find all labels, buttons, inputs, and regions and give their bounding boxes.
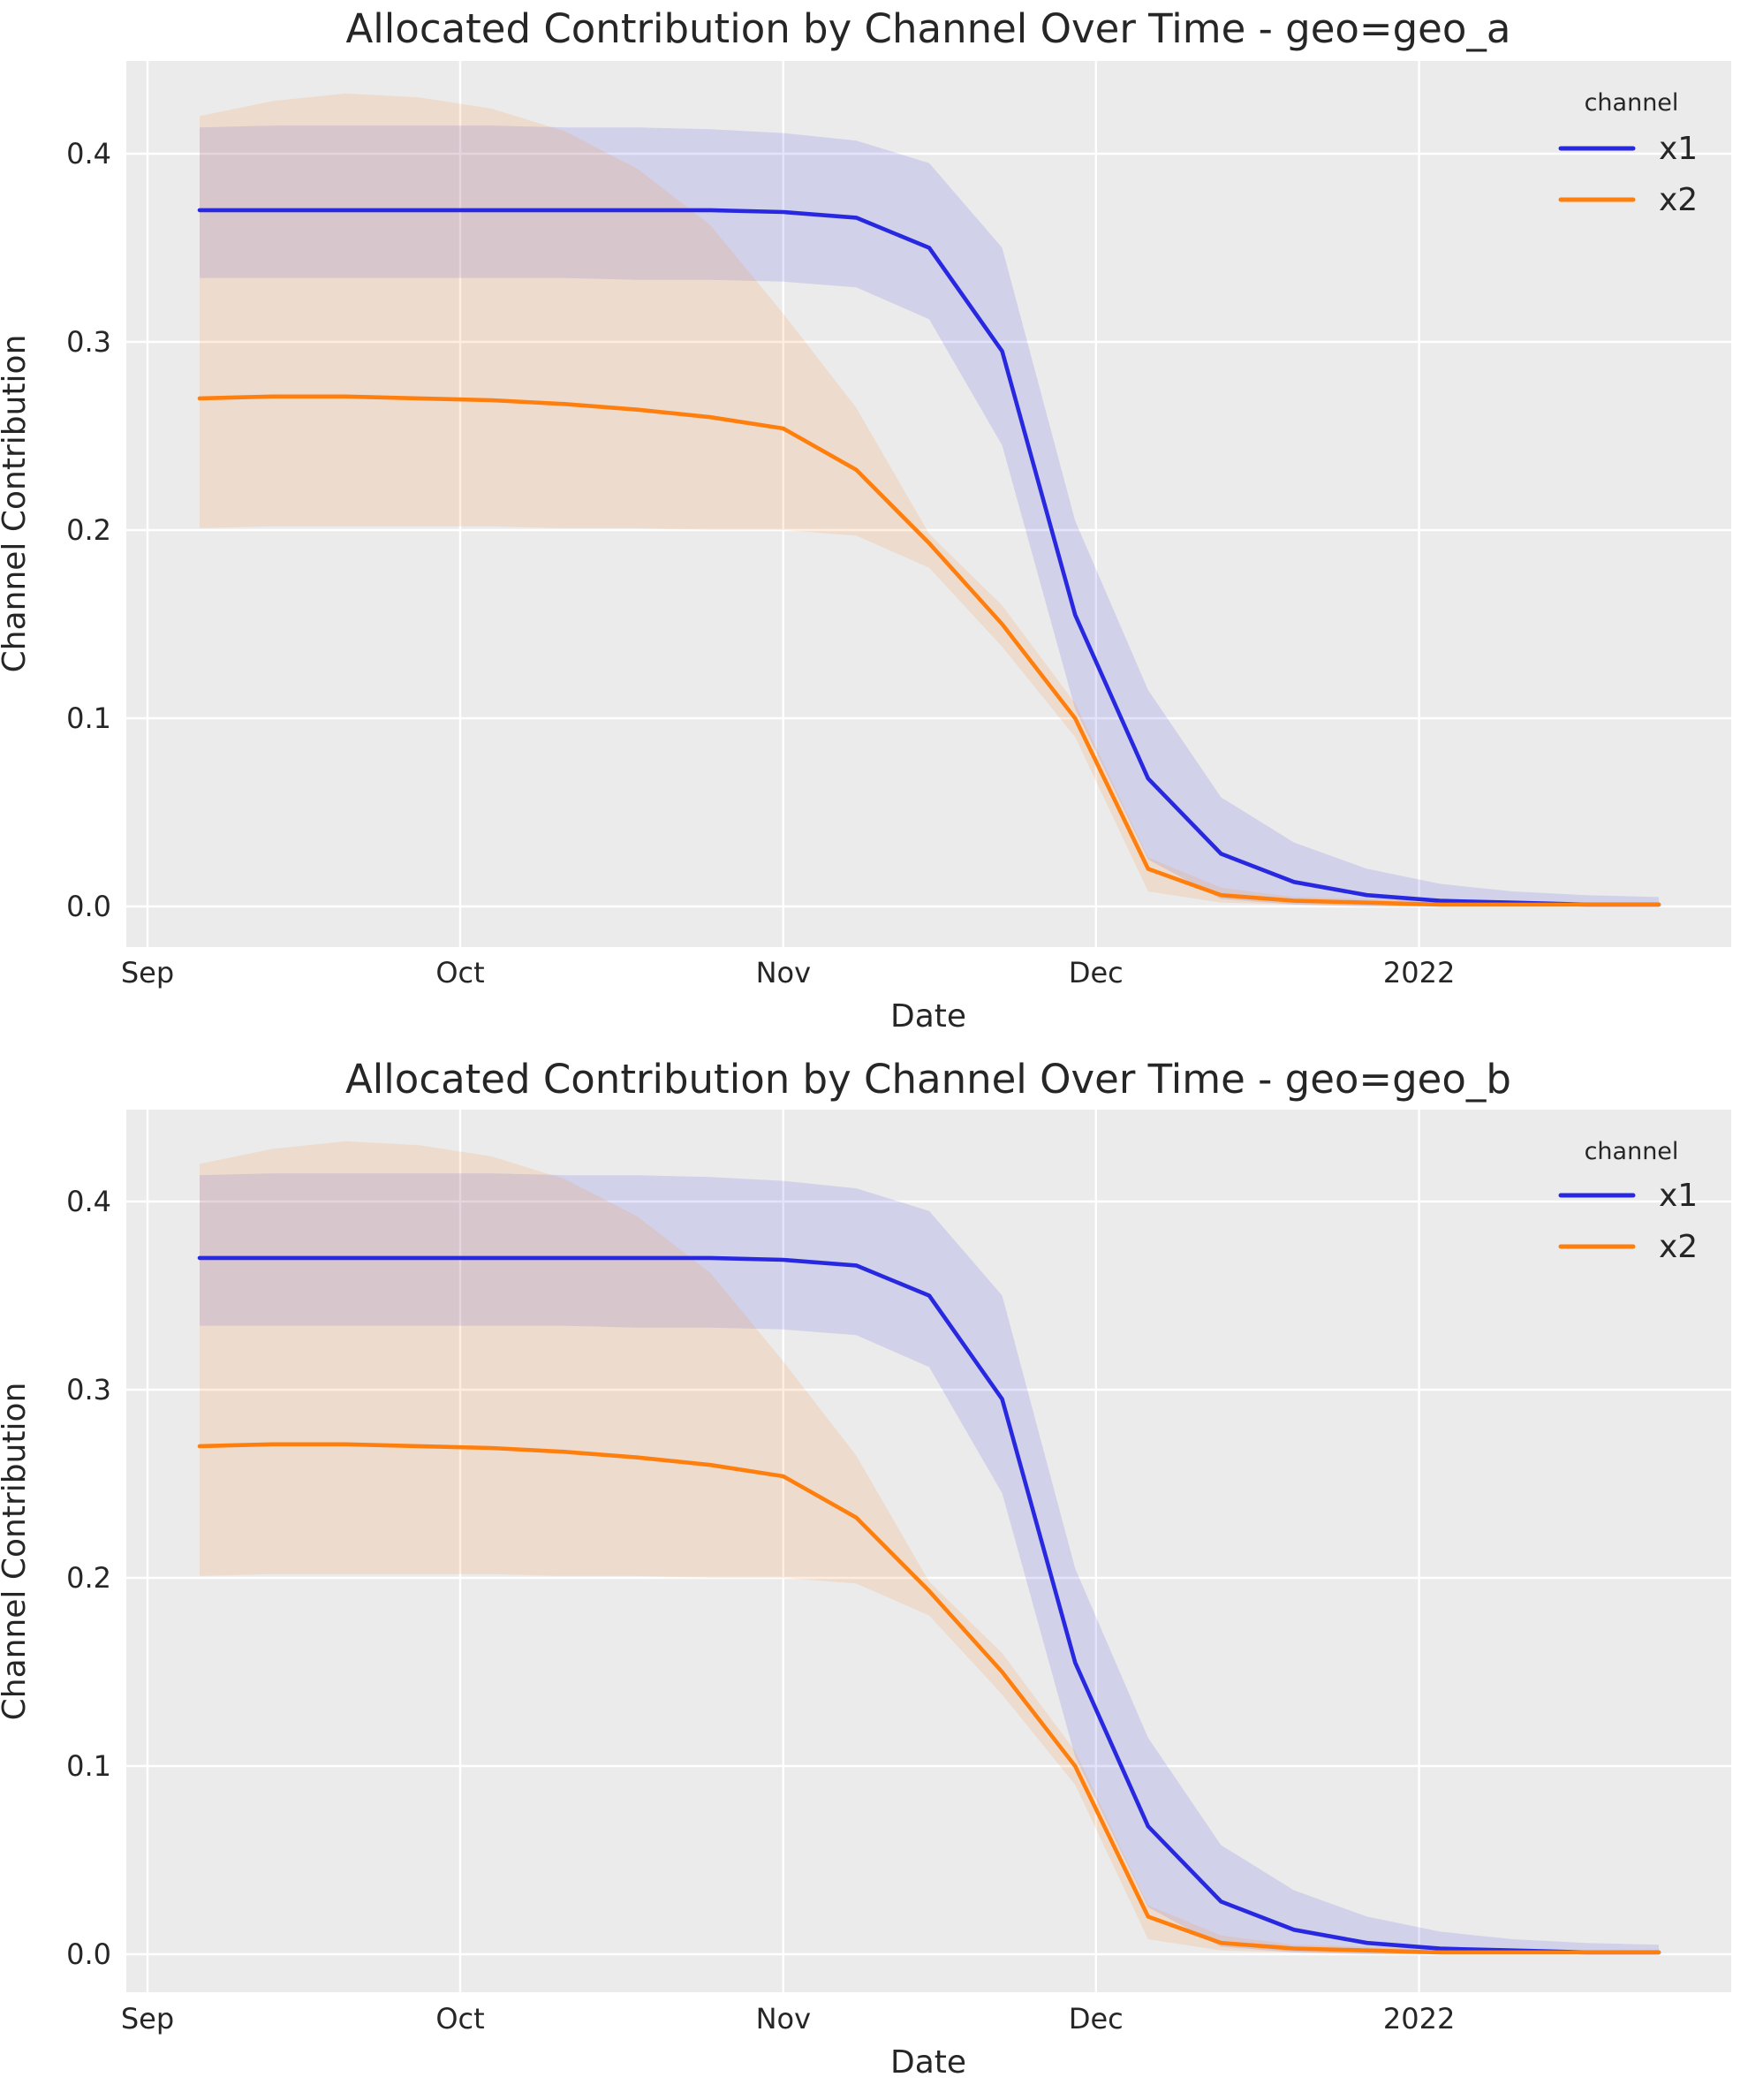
y-tick-label: 0.1 bbox=[66, 701, 111, 735]
band-x1 bbox=[200, 125, 1659, 907]
legend-label-x2: x2 bbox=[1659, 1229, 1698, 1265]
y-axis-label: Channel Contribution bbox=[0, 335, 33, 673]
subplot-geo_a: Allocated Contribution by Channel Over T… bbox=[0, 5, 1731, 1035]
x-tick-label: Dec bbox=[1069, 956, 1124, 989]
x-tick-label: Oct bbox=[435, 2002, 484, 2036]
y-tick-label: 0.3 bbox=[66, 1373, 111, 1406]
legend-label-x1: x1 bbox=[1659, 131, 1698, 167]
y-tick-label: 0.1 bbox=[66, 1749, 111, 1783]
y-axis-label: Channel Contribution bbox=[0, 1383, 33, 1721]
y-tick-label: 0.2 bbox=[66, 1561, 111, 1595]
y-tick-label: 0.0 bbox=[66, 890, 111, 923]
y-tick-label: 0.0 bbox=[66, 1937, 111, 1971]
x-axis-label: Date bbox=[890, 2044, 966, 2081]
series-line-x1 bbox=[197, 1255, 1661, 1955]
x-tick-label: Sep bbox=[121, 956, 174, 989]
legend: channel x1 x2 bbox=[1558, 1138, 1698, 1265]
y-tick-label: 0.2 bbox=[66, 513, 111, 547]
legend: channel x1 x2 bbox=[1558, 89, 1698, 218]
x-tick-label: Dec bbox=[1069, 2002, 1124, 2036]
legend-title: channel bbox=[1585, 1138, 1679, 1165]
y-tick-label: 0.4 bbox=[66, 137, 111, 171]
x-tick-label: Sep bbox=[121, 2002, 174, 2036]
chart-title: Allocated Contribution by Channel Over T… bbox=[346, 5, 1511, 52]
band-x2 bbox=[200, 93, 1659, 907]
band-x1 bbox=[200, 1173, 1659, 1954]
subplot-geo_b: Allocated Contribution by Channel Over T… bbox=[0, 1056, 1731, 2081]
legend-title: channel bbox=[1585, 89, 1679, 117]
x-tick-label: Oct bbox=[435, 956, 484, 989]
chart-title: Allocated Contribution by Channel Over T… bbox=[345, 1056, 1511, 1103]
y-tick-label: 0.3 bbox=[66, 325, 111, 359]
legend-label-x1: x1 bbox=[1659, 1178, 1698, 1214]
x-tick-label: 2022 bbox=[1383, 956, 1455, 989]
series-line-x2 bbox=[197, 394, 1661, 907]
legend-label-x2: x2 bbox=[1659, 182, 1698, 218]
y-tick-label: 0.4 bbox=[66, 1185, 111, 1218]
x-tick-label: Nov bbox=[756, 2002, 811, 2036]
x-axis-label: Date bbox=[890, 998, 966, 1035]
x-tick-label: 2022 bbox=[1383, 2002, 1455, 2036]
series-line-x2 bbox=[197, 1442, 1661, 1955]
band-x2 bbox=[200, 1141, 1659, 1954]
series-line-x1 bbox=[197, 208, 1661, 907]
x-tick-label: Nov bbox=[756, 956, 811, 989]
